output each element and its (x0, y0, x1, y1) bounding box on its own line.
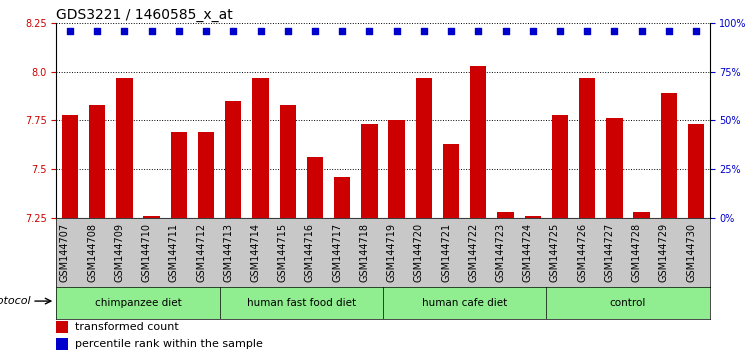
Text: GSM144724: GSM144724 (523, 223, 532, 282)
Text: human fast food diet: human fast food diet (247, 298, 356, 308)
Text: GSM144716: GSM144716 (305, 223, 315, 282)
Text: GSM144711: GSM144711 (169, 223, 179, 282)
Text: GSM144710: GSM144710 (142, 223, 152, 282)
Bar (170, 132, 187, 218)
Point (608, 28, 620, 34)
Bar (252, 78, 269, 218)
Text: GSM144709: GSM144709 (114, 223, 125, 282)
Bar (633, 212, 650, 218)
Bar (116, 78, 132, 218)
Text: GSM144713: GSM144713 (223, 223, 234, 282)
Bar (56, 338, 68, 350)
Point (173, 28, 185, 34)
Text: GDS3221 / 1460585_x_at: GDS3221 / 1460585_x_at (56, 8, 233, 22)
Point (228, 28, 240, 34)
Bar (388, 120, 405, 218)
Text: GSM144719: GSM144719 (387, 223, 397, 282)
Text: GSM144729: GSM144729 (659, 223, 669, 282)
Bar (306, 158, 323, 218)
Point (391, 28, 403, 34)
Text: GSM144707: GSM144707 (60, 223, 70, 282)
Bar (334, 177, 350, 218)
Bar (62, 114, 78, 218)
Point (336, 28, 348, 34)
Text: GSM144717: GSM144717 (332, 223, 342, 282)
Text: GSM144727: GSM144727 (605, 223, 614, 282)
Bar (579, 78, 596, 218)
Point (499, 28, 511, 34)
Text: GSM144715: GSM144715 (278, 223, 288, 282)
Bar (497, 212, 514, 218)
Text: GSM144725: GSM144725 (550, 223, 560, 282)
Point (255, 28, 267, 34)
Bar (443, 144, 459, 218)
Point (418, 28, 430, 34)
Point (64, 28, 76, 34)
Point (472, 28, 484, 34)
Text: GSM144720: GSM144720 (414, 223, 424, 282)
Point (200, 28, 212, 34)
Text: GSM144712: GSM144712 (196, 223, 206, 282)
Point (282, 28, 294, 34)
Bar (198, 132, 214, 218)
Point (635, 28, 647, 34)
Point (309, 28, 321, 34)
Text: GSM144723: GSM144723 (496, 223, 505, 282)
Point (526, 28, 538, 34)
Point (363, 28, 376, 34)
Text: human cafe diet: human cafe diet (422, 298, 508, 308)
Text: GSM144726: GSM144726 (578, 223, 587, 282)
Point (445, 28, 457, 34)
Bar (416, 78, 432, 218)
Point (146, 28, 158, 34)
Text: chimpanzee diet: chimpanzee diet (95, 298, 182, 308)
Bar (89, 105, 105, 218)
Bar (143, 216, 160, 218)
Text: control: control (610, 298, 646, 308)
Point (690, 28, 702, 34)
Text: GSM144714: GSM144714 (251, 223, 261, 282)
Text: GSM144730: GSM144730 (686, 223, 696, 282)
Bar (225, 101, 241, 218)
Text: GSM144721: GSM144721 (441, 223, 451, 282)
Bar (56, 321, 68, 333)
Bar (606, 119, 623, 218)
Bar (279, 105, 296, 218)
Text: percentile rank within the sample: percentile rank within the sample (74, 339, 263, 349)
Text: protocol: protocol (0, 296, 31, 306)
Point (119, 28, 131, 34)
Point (581, 28, 593, 34)
Text: GSM144708: GSM144708 (87, 223, 97, 282)
Bar (361, 124, 378, 218)
Text: transformed count: transformed count (74, 322, 179, 332)
Text: GSM144722: GSM144722 (469, 223, 478, 282)
Point (554, 28, 566, 34)
Bar (552, 114, 568, 218)
Bar (661, 93, 677, 218)
Bar (688, 124, 704, 218)
Point (91, 28, 103, 34)
Point (663, 28, 675, 34)
Bar (470, 66, 487, 218)
Bar (524, 216, 541, 218)
Text: GSM144718: GSM144718 (360, 223, 369, 282)
Text: GSM144728: GSM144728 (632, 223, 641, 282)
